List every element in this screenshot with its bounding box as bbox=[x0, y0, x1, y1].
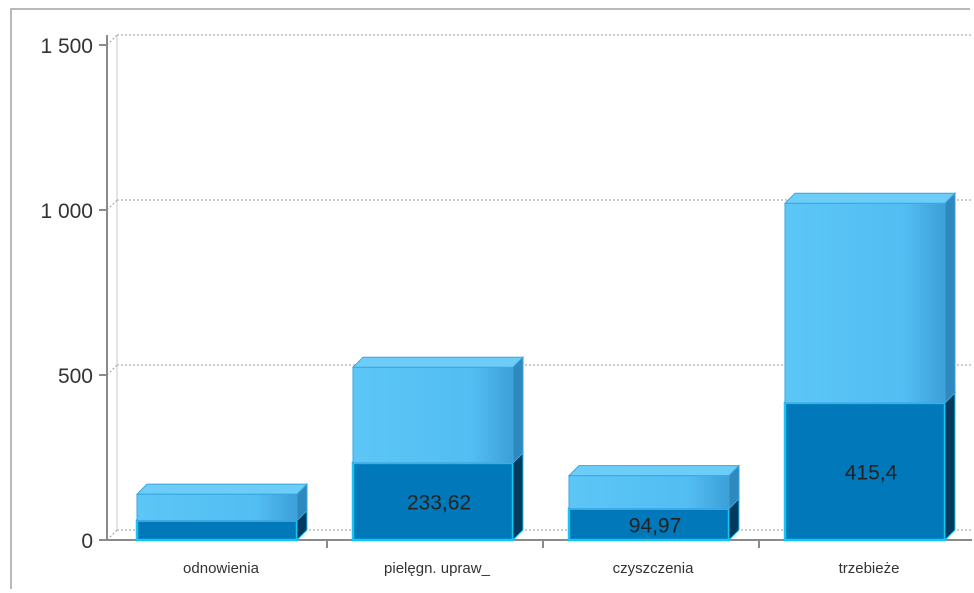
x-tick-label-0: odnowienia bbox=[183, 560, 260, 577]
grid-depth-2 bbox=[106, 199, 118, 211]
bar-side-light-1 bbox=[512, 355, 524, 465]
y-tick-label-1: 500 bbox=[58, 365, 93, 388]
bar-top-light-2 bbox=[567, 465, 741, 477]
bar-side-dark-1 bbox=[512, 451, 524, 542]
bar-side-dark-3 bbox=[944, 391, 956, 542]
bar-top-light-3 bbox=[783, 192, 957, 204]
bar-front-dark-1 bbox=[351, 461, 515, 542]
bar-front-dark-2 bbox=[567, 507, 731, 542]
chart-frame bbox=[10, 8, 970, 589]
bar-top-light-0 bbox=[135, 483, 309, 495]
y-tick-label-2: 1 000 bbox=[40, 200, 93, 223]
data-label-1: 233,62 bbox=[407, 491, 471, 514]
bar-top-light-1 bbox=[351, 356, 525, 368]
data-label-2: 94,97 bbox=[629, 514, 682, 537]
x-tick-label-3: trzebieże bbox=[839, 560, 900, 577]
bar-side-light-3 bbox=[944, 192, 956, 405]
grid-depth-1 bbox=[106, 364, 118, 376]
bar-side-light-0 bbox=[296, 482, 308, 522]
y-tick-label-0: 0 bbox=[81, 530, 93, 553]
grid-depth-3 bbox=[106, 34, 118, 46]
x-tick-label-1: pielęgn. upraw_ bbox=[384, 560, 491, 577]
bar-front-light-0 bbox=[136, 493, 298, 522]
bar-front-light-2 bbox=[568, 475, 730, 510]
bar-front-light-1 bbox=[352, 366, 514, 464]
x-tick-label-2: czyszczenia bbox=[613, 560, 695, 577]
data-label-3: 415,4 bbox=[845, 461, 898, 484]
y-tick-label-3: 1 500 bbox=[40, 35, 93, 58]
bar-front-dark-3 bbox=[783, 401, 947, 542]
bar-front-dark-0 bbox=[135, 519, 299, 542]
bar-front-light-3 bbox=[784, 202, 946, 404]
grid-depth-0 bbox=[106, 529, 118, 541]
bar-side-light-2 bbox=[728, 464, 740, 510]
